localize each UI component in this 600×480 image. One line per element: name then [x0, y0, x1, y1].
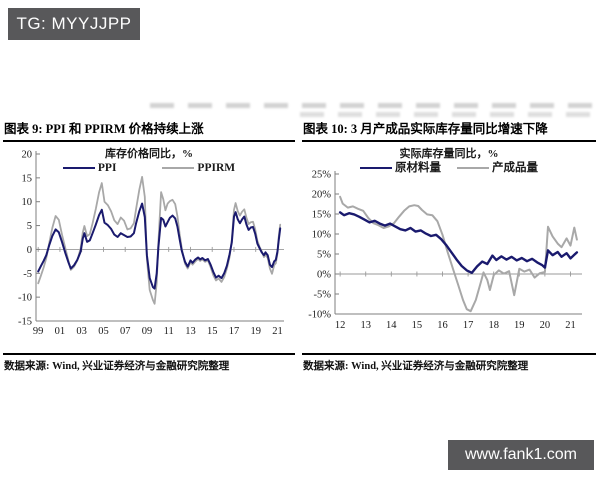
finished-goods-line-swatch — [457, 167, 489, 170]
fank1-watermark-badge: www.fank1.com — [448, 440, 594, 470]
ppirm-line-swatch — [162, 167, 195, 170]
legend-item-ppi: PPI — [62, 162, 116, 175]
legend-item-ppirm: PPIRM — [162, 162, 235, 175]
svg-text:17: 17 — [229, 326, 240, 337]
svg-text:-10: -10 — [18, 293, 32, 304]
svg-text:-5: -5 — [23, 269, 32, 280]
svg-text:5%: 5% — [317, 250, 331, 261]
svg-text:14: 14 — [386, 320, 397, 331]
figure-9-title: 图表 9: PPI 和 PPIRM 价格持续上涨 — [3, 118, 295, 142]
smudged-text-artifact — [150, 103, 595, 108]
svg-text:18: 18 — [488, 320, 499, 331]
svg-text:17: 17 — [463, 320, 474, 331]
svg-text:13: 13 — [360, 320, 371, 331]
svg-text:-15: -15 — [18, 317, 32, 328]
svg-text:-5%: -5% — [314, 290, 332, 301]
svg-text:0%: 0% — [317, 270, 331, 281]
raw-materials-line-swatch — [360, 167, 392, 170]
inventory-legend: 实际库存量同比，% 原材料量 产成品量 — [302, 148, 596, 175]
figure-10-title: 图表 10: 3 月产成品实际库存量同比增速下降 — [302, 118, 596, 142]
svg-text:20: 20 — [22, 150, 33, 161]
figure-10-source: 数据来源: Wind, 兴业证券经济与金融研究院整理 — [302, 353, 596, 373]
figure-9-source: 数据来源: Wind, 兴业证券经济与金融研究院整理 — [3, 353, 295, 373]
svg-text:0: 0 — [27, 245, 32, 256]
svg-text:11: 11 — [164, 326, 174, 337]
legend-item-finished-goods: 产成品量 — [457, 162, 538, 175]
svg-text:21: 21 — [272, 326, 283, 337]
svg-text:15: 15 — [22, 173, 33, 184]
svg-text:19: 19 — [514, 320, 525, 331]
svg-text:25%: 25% — [312, 170, 332, 181]
figure-9-ppi-ppirm: 图表 9: PPI 和 PPIRM 价格持续上涨 20 15 10 5 0 -5 -10 -1… — [3, 118, 295, 373]
svg-text:13: 13 — [185, 326, 196, 337]
ppi-line-swatch — [62, 167, 95, 170]
svg-text:10%: 10% — [312, 230, 332, 241]
svg-text:20: 20 — [540, 320, 551, 331]
inventory-chart: 25% 20% 15% 10% 5% 0% -5% -10% 12 13 14 15 16 17 18 19 2… — [308, 170, 582, 331]
svg-text:05: 05 — [98, 326, 109, 337]
ppi-ppirm-chart-area: 20 15 10 5 0 -5 -10 -15 99 01 03 05 07 09 11 13 15 17 19 21… — [3, 144, 295, 352]
svg-text:10: 10 — [22, 197, 33, 208]
svg-text:09: 09 — [142, 326, 153, 337]
svg-text:15%: 15% — [312, 210, 332, 221]
ppi-ppirm-legend: 库存价格同比，% PPI PPIRM — [3, 148, 295, 175]
smudged-text-artifact — [300, 112, 593, 117]
svg-text:19: 19 — [250, 326, 261, 337]
svg-text:20%: 20% — [312, 190, 332, 201]
svg-text:21: 21 — [565, 320, 576, 331]
svg-text:99: 99 — [33, 326, 44, 337]
tg-watermark-badge: TG: MYYJJPP — [8, 8, 140, 40]
svg-text:01: 01 — [55, 326, 66, 337]
svg-text:5: 5 — [27, 221, 32, 232]
legend-item-raw-materials: 原材料量 — [360, 162, 441, 175]
legend-title: 库存价格同比，% — [105, 148, 193, 160]
svg-text:07: 07 — [120, 326, 131, 337]
svg-text:-10%: -10% — [308, 310, 331, 321]
figure-10-inventory: 图表 10: 3 月产成品实际库存量同比增速下降 25% 20% 15% 10% 5% 0… — [302, 118, 596, 373]
svg-text:15: 15 — [412, 320, 423, 331]
svg-text:03: 03 — [76, 326, 87, 337]
legend-title: 实际库存量同比，% — [399, 148, 499, 160]
svg-text:16: 16 — [437, 320, 448, 331]
svg-text:12: 12 — [335, 320, 346, 331]
inventory-chart-area: 25% 20% 15% 10% 5% 0% -5% -10% 12 13 14 15 16 17 18 19 2… — [302, 144, 596, 352]
svg-text:15: 15 — [207, 326, 218, 337]
